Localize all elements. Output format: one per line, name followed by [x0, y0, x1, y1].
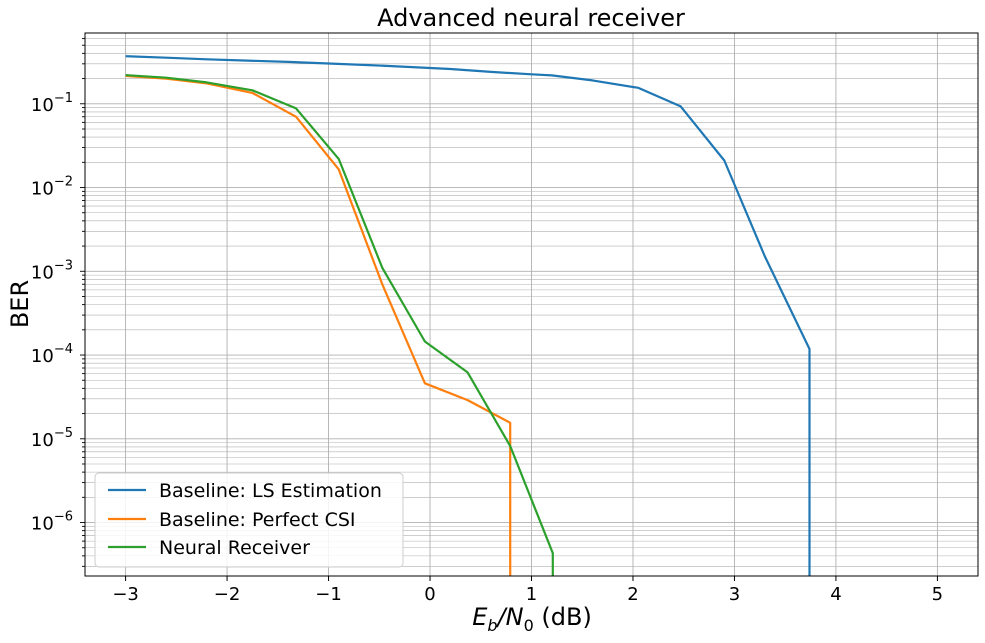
y-tick-label: 10−1 [31, 91, 73, 116]
legend-label-ls: Baseline: LS Estimation [159, 480, 382, 502]
x-tick-label: 1 [526, 584, 537, 605]
x-tick-label: 0 [424, 584, 435, 605]
chart-title: Advanced neural receiver [377, 4, 685, 32]
x-tick-label: −3 [112, 584, 139, 605]
x-tick-label: 2 [627, 584, 638, 605]
series-lines [125, 55, 811, 576]
y-axis-label: BER [6, 280, 34, 328]
y-tick-label: 10−2 [31, 175, 73, 200]
x-tick-label: 4 [830, 584, 841, 605]
x-tick-label: 3 [729, 584, 740, 605]
series-line-neural-receiver [125, 74, 554, 576]
series-line-ls-estimation [125, 55, 811, 576]
legend: Baseline: LS Estimation Baseline: Perfec… [94, 472, 404, 568]
legend-label-perfect-csi: Baseline: Perfect CSI [159, 509, 356, 531]
legend-box [94, 472, 404, 568]
x-tick-label: −1 [315, 584, 342, 605]
y-tick-label: 10−5 [31, 426, 73, 451]
y-tick-label: 10−6 [31, 510, 73, 535]
y-tick-label: 10−3 [31, 258, 73, 283]
x-tick-label: −2 [214, 584, 241, 605]
x-tick-label: 5 [932, 584, 943, 605]
axis-ticks: −3 −2 −1 0 1 2 3 4 5 10−6 10−5 10−4 10−3 10−2 10−1 [31, 38, 943, 605]
x-axis-label: Eb/N0 (dB) [472, 603, 592, 635]
legend-label-neural: Neural Receiver [159, 537, 310, 559]
y-tick-label: 10−4 [31, 342, 73, 367]
